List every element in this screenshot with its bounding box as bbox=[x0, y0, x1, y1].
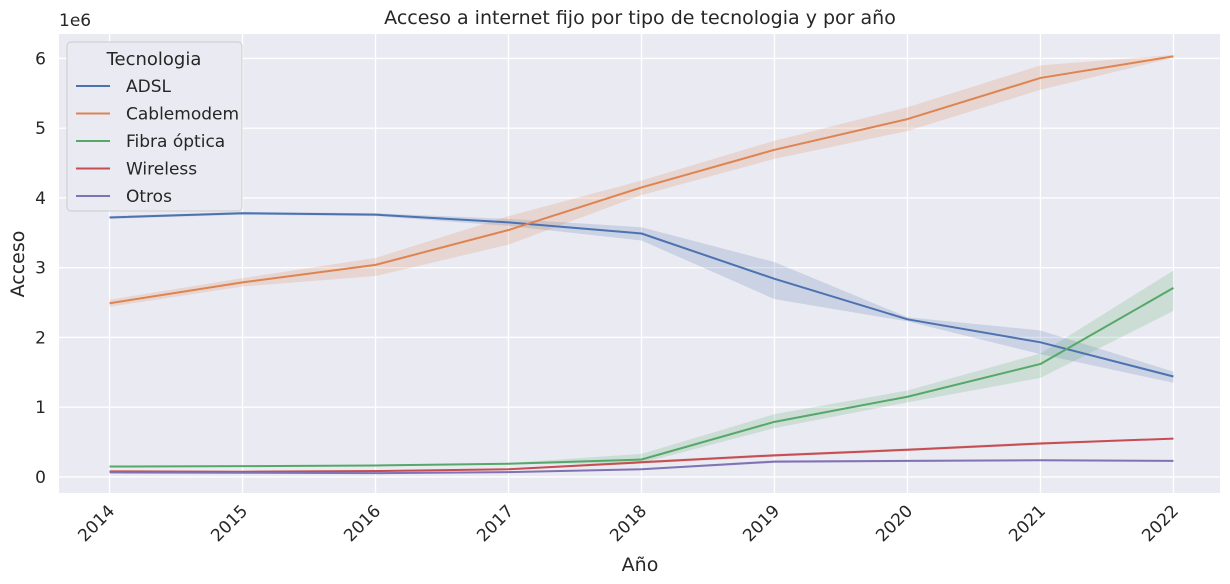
x-tick-label: 2021 bbox=[1005, 501, 1050, 546]
y-axis-ticks: 0 1 2 3 4 5 6 bbox=[35, 49, 46, 488]
band-cablemodem bbox=[109, 54, 1174, 307]
x-tick-label: 2016 bbox=[340, 501, 385, 546]
legend-item-adsl: ADSL bbox=[76, 77, 172, 97]
series-line-adsl bbox=[109, 212, 1174, 378]
x-tick-label: 2018 bbox=[606, 501, 651, 546]
x-tick-label: 2022 bbox=[1138, 501, 1183, 546]
series-line-wireless bbox=[109, 437, 1174, 473]
legend-label: Cablemodem bbox=[126, 105, 239, 125]
legend-items: ADSL Cablemodem Fibra óptica Wireless Otros bbox=[76, 77, 239, 207]
y-tick-label: 3 bbox=[35, 259, 46, 279]
x-tick-label: 2014 bbox=[74, 501, 119, 546]
x-tick-label: 2020 bbox=[872, 501, 917, 546]
series-lines bbox=[109, 55, 1174, 475]
x-tick-label: 2015 bbox=[207, 501, 252, 546]
series-line-cablemodem bbox=[109, 55, 1174, 305]
y-axis-label: Acceso bbox=[7, 231, 29, 298]
legend-item-fibra-ptica: Fibra óptica bbox=[76, 132, 225, 152]
legend-item-cablemodem: Cablemodem bbox=[76, 105, 239, 125]
y-tick-label: 1 bbox=[35, 398, 46, 418]
y-offset-label: 1e6 bbox=[59, 11, 91, 31]
y-tick-label: 0 bbox=[35, 468, 46, 488]
legend: Tecnologia ADSL Cablemodem Fibra óptica Wir… bbox=[66, 41, 243, 212]
legend-title: Tecnologia bbox=[106, 49, 202, 70]
legend-box bbox=[66, 41, 243, 212]
series-line-otros bbox=[109, 459, 1174, 475]
series-line-fibra-ptica bbox=[109, 287, 1174, 468]
legend-label: Fibra óptica bbox=[126, 132, 225, 152]
x-tick-label: 2019 bbox=[739, 501, 784, 546]
plot-background bbox=[59, 34, 1220, 493]
legend-label: Otros bbox=[126, 187, 172, 207]
chart-title: Acceso a internet fijo por tipo de tecno… bbox=[384, 7, 896, 29]
y-tick-label: 5 bbox=[35, 119, 46, 139]
legend-label: ADSL bbox=[126, 77, 172, 97]
x-axis-label: Año bbox=[622, 554, 659, 576]
x-tick-label: 2017 bbox=[473, 501, 518, 546]
x-axis-ticks: 2014 2015 2016 2017 2018 2019 2020 2021 2022 bbox=[74, 501, 1183, 546]
legend-label: Wireless bbox=[126, 160, 197, 180]
band-wireless bbox=[109, 437, 1174, 473]
y-tick-label: 4 bbox=[35, 189, 46, 209]
legend-item-otros: Otros bbox=[76, 187, 172, 207]
y-tick-label: 6 bbox=[35, 49, 46, 69]
legend-item-wireless: Wireless bbox=[76, 160, 197, 180]
y-tick-label: 2 bbox=[35, 328, 46, 348]
